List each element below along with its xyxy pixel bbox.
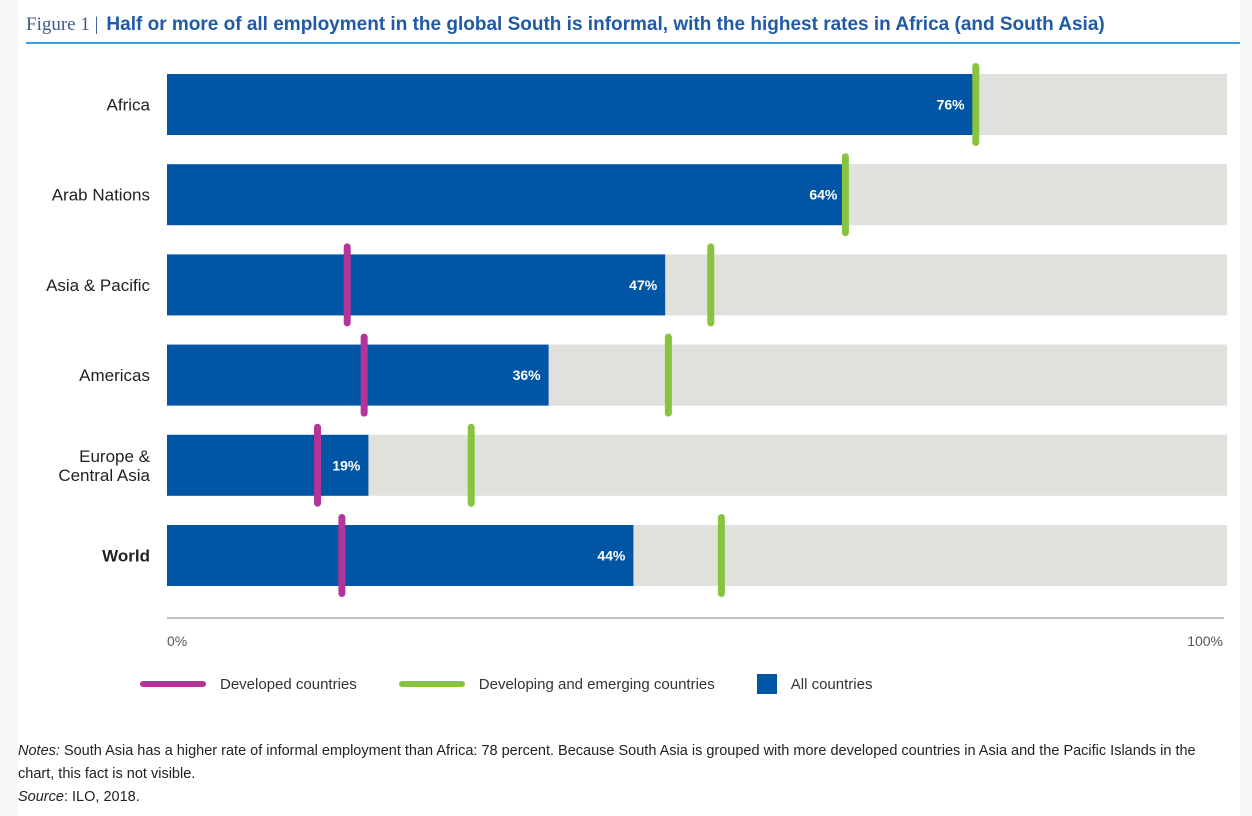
legend-all-label: All countries	[790, 675, 873, 693]
bar-value-label: 47%	[629, 277, 658, 293]
legend-developing: Developing and emerging countries	[398, 675, 715, 693]
bar-all-countries	[167, 434, 369, 496]
category-label: Arab Nations	[52, 186, 150, 205]
legend-all: All countries	[756, 674, 873, 694]
notes-text: South Asia has a higher rate of informal…	[18, 743, 1196, 782]
figure-page: Figure 1 | Half or more of all employmen…	[18, 0, 1240, 816]
notes-paragraph: Notes: South Asia has a higher rate of i…	[18, 740, 1218, 786]
figure-label: Figure 1 |	[26, 14, 99, 35]
source-text: : ILO, 2018.	[63, 789, 140, 805]
x-tick-label: 0%	[167, 633, 187, 649]
category-label: Africa	[107, 96, 151, 115]
source-label: Source	[18, 789, 64, 805]
marker-developing	[664, 333, 672, 417]
marker-developing	[841, 153, 849, 237]
legend-developed: Developed countries	[140, 676, 357, 693]
bar-value-label: 19%	[332, 457, 361, 473]
marker-developed	[343, 243, 351, 327]
bar-all-countries	[167, 525, 634, 586]
legend-developing-label: Developing and emerging countries	[478, 675, 715, 693]
notes-label: Notes:	[18, 743, 60, 759]
marker-developing	[707, 243, 715, 327]
category-label: Europe &	[79, 447, 151, 466]
figure-notes: Notes: South Asia has a higher rate of i…	[18, 740, 1218, 809]
informal-employment-chart: 76% Africa 64% Arab Nations 47% Asia & Pacifi…	[46, 63, 1227, 649]
legend-developed-label: Developed countries	[220, 675, 357, 693]
x-tick-label: 100%	[1187, 633, 1223, 649]
marker-developed	[314, 423, 322, 507]
bar-value-label: 44%	[597, 548, 626, 564]
marker-developing	[972, 63, 980, 146]
legend-developed-swatch	[140, 681, 206, 687]
marker-developing	[467, 423, 475, 507]
bar-all-countries	[167, 164, 846, 226]
marker-developed	[338, 514, 346, 597]
category-label: Americas	[79, 366, 150, 385]
bar-all-countries	[167, 74, 973, 135]
bar-all-countries	[167, 344, 549, 406]
figure-title: Half or more of all employment in the gl…	[106, 14, 1105, 35]
chart-legend: Developed countries Developing and emerg…	[140, 672, 914, 696]
source-line: Source: ILO, 2018.	[18, 786, 1218, 809]
bar-value-label: 36%	[513, 367, 542, 383]
marker-developing	[717, 514, 725, 597]
bar-value-label: 76%	[937, 97, 966, 113]
marker-developed	[360, 333, 368, 417]
category-label: World	[102, 547, 150, 566]
figure-header: Figure 1 | Half or more of all employmen…	[26, 8, 1240, 44]
legend-all-swatch	[756, 674, 777, 694]
bar-value-label: 64%	[809, 187, 838, 203]
legend-developing-swatch	[398, 681, 465, 687]
category-label: Central Asia	[58, 466, 150, 485]
bar-all-countries	[167, 254, 666, 316]
category-label: Asia & Pacific	[46, 276, 150, 295]
